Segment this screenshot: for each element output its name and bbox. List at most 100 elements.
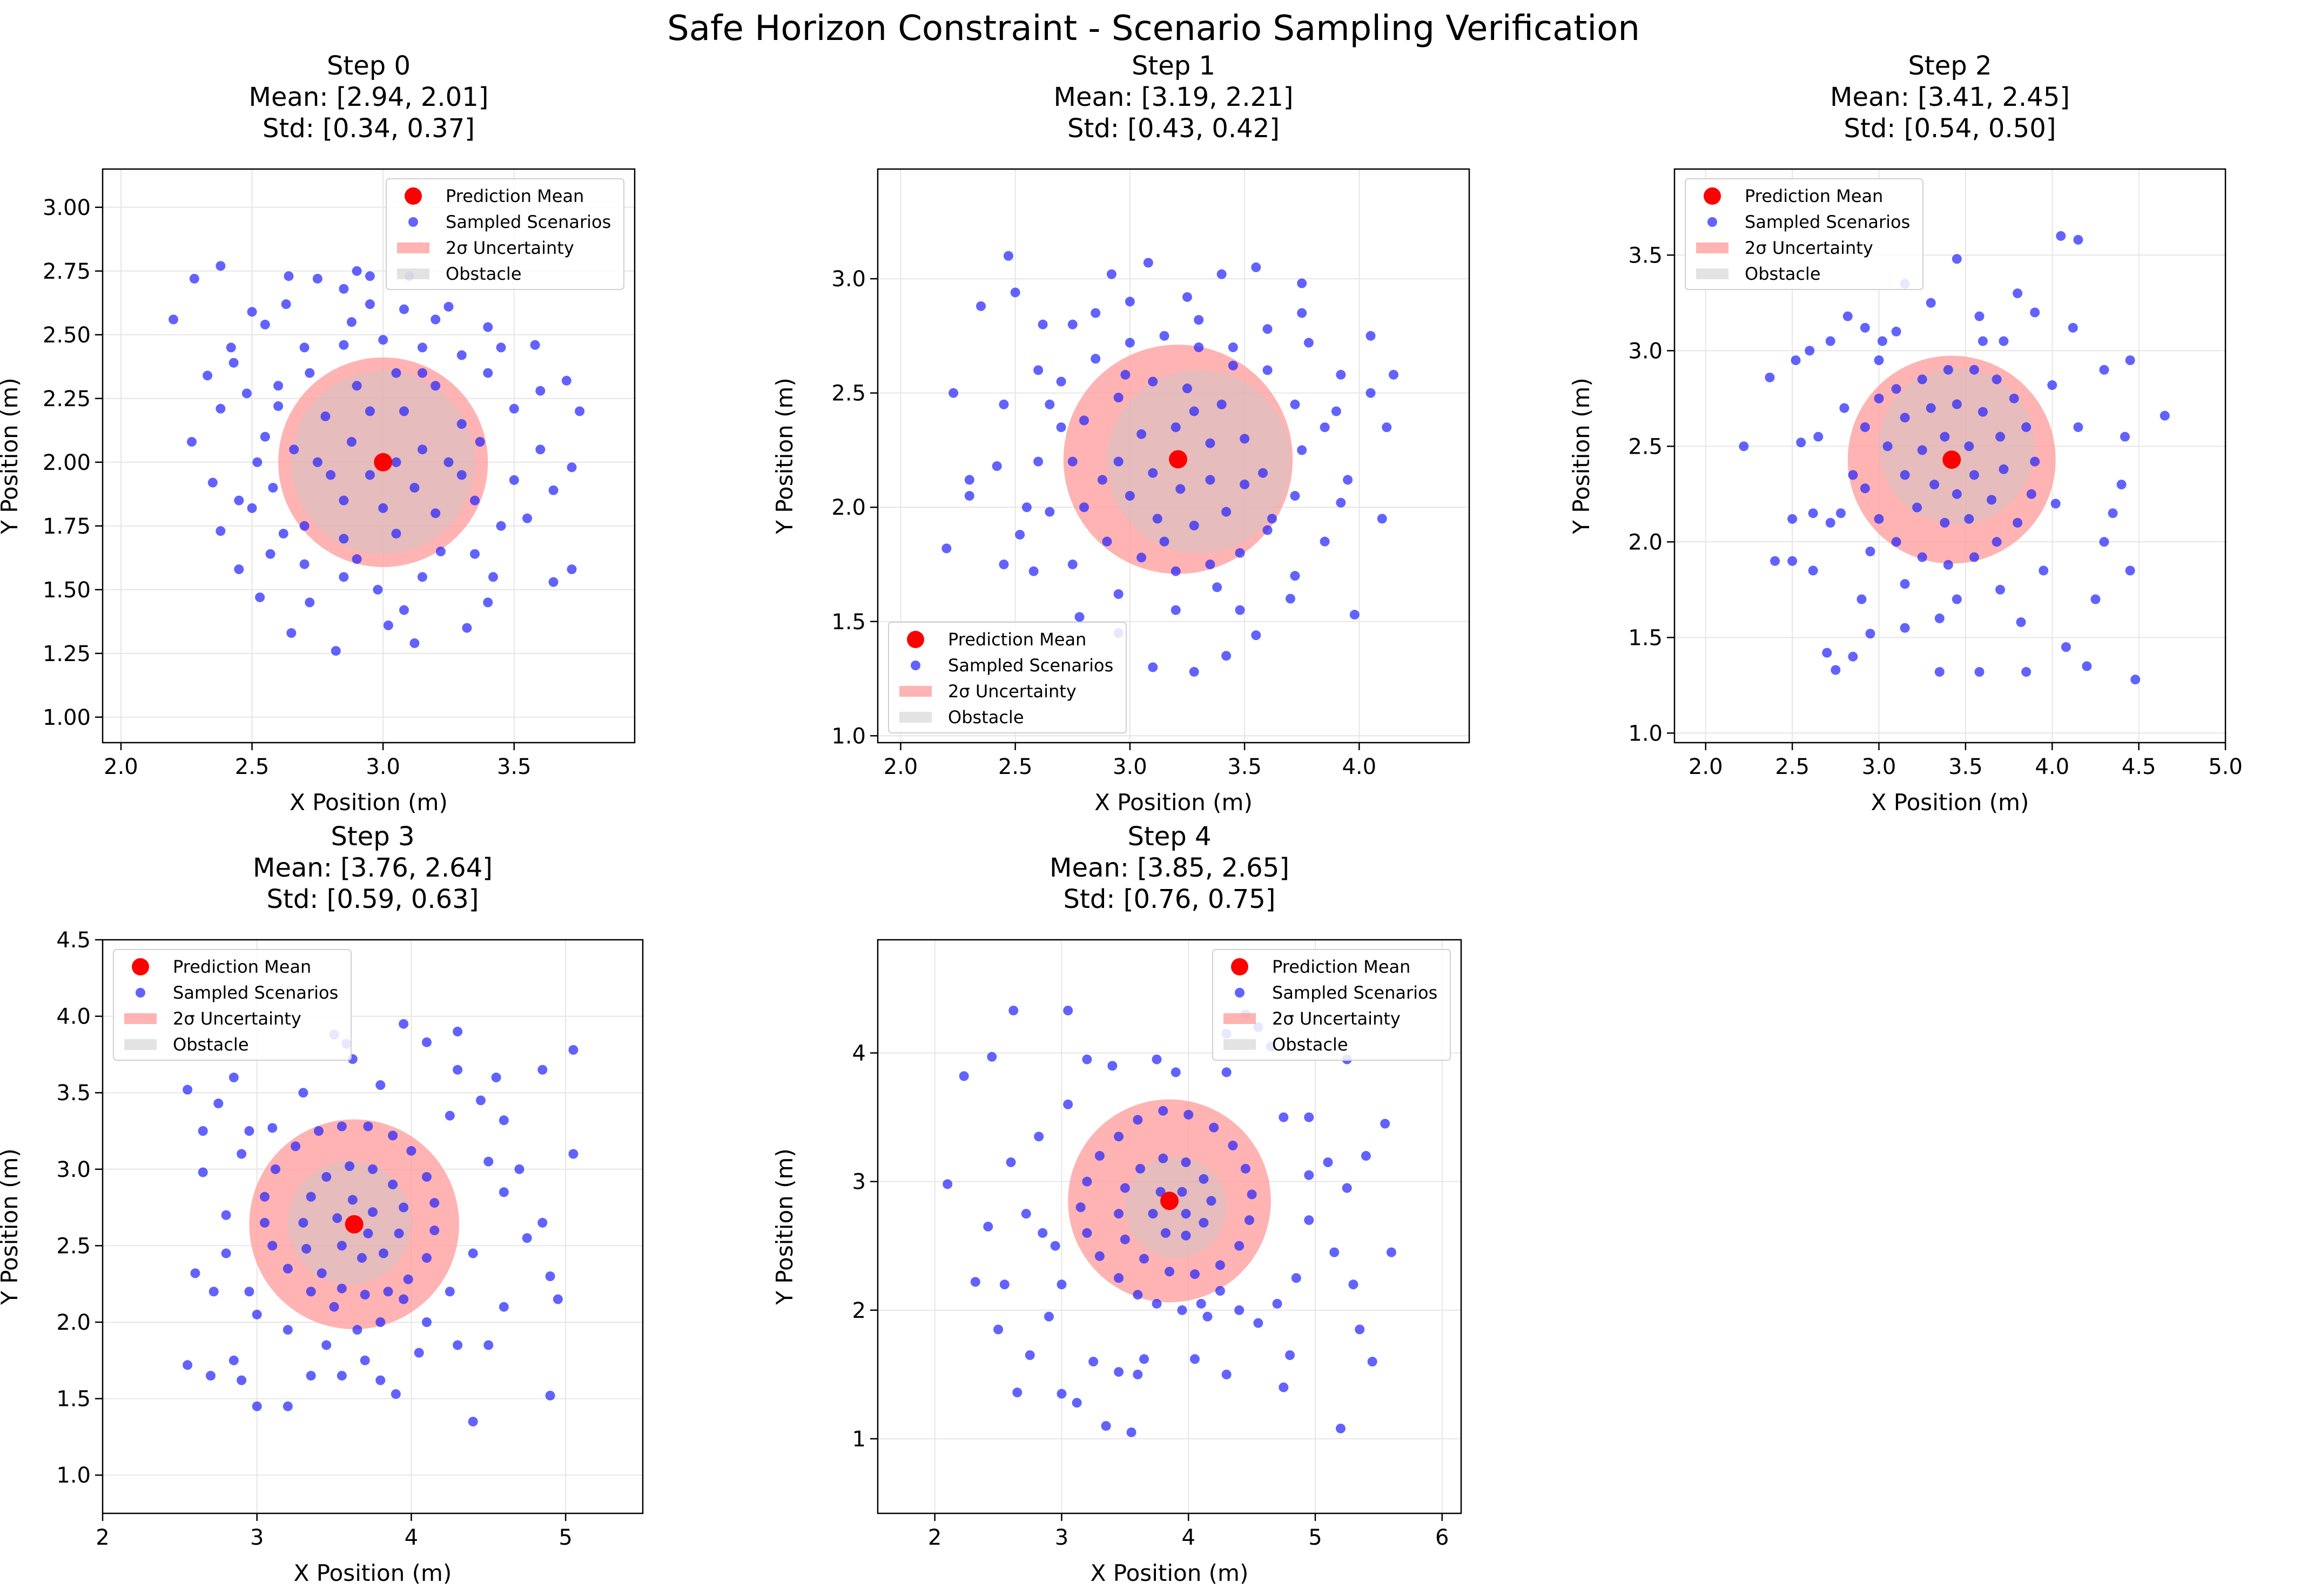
- sample-point: [462, 623, 472, 633]
- x-tick-label: 3.5: [1227, 755, 1262, 779]
- sample-point: [1348, 1280, 1358, 1290]
- subplot-title-line: Mean: [3.41, 2.45]: [1830, 82, 2070, 112]
- sample-point: [1974, 667, 1985, 677]
- sample-point: [1079, 415, 1089, 426]
- sample-point: [298, 1088, 308, 1098]
- sample-point: [1107, 1061, 1118, 1071]
- y-tick-label: 1.5: [1628, 625, 1663, 650]
- sample-point: [357, 1253, 367, 1263]
- sample-point: [1228, 1140, 1238, 1150]
- y-tick-label: 1.25: [43, 642, 91, 666]
- sample-point: [2009, 393, 2019, 403]
- sample-point: [1126, 1427, 1136, 1437]
- sample-point: [388, 1130, 398, 1141]
- sample-point: [1808, 508, 1818, 518]
- sample-point: [1155, 1187, 1166, 1197]
- sample-point: [339, 340, 349, 350]
- sample-point: [207, 477, 218, 488]
- sample-point: [1770, 556, 1780, 566]
- sample-point: [1135, 1163, 1145, 1174]
- sample-point: [1926, 298, 1936, 308]
- sample-point: [198, 1126, 208, 1136]
- sample-point: [1361, 1151, 1371, 1161]
- sample-point: [1189, 1269, 1200, 1280]
- sample-point: [1057, 1280, 1067, 1290]
- legend-mean-marker: [405, 187, 422, 205]
- sample-point: [189, 273, 199, 284]
- sample-point: [1120, 1234, 1130, 1244]
- sample-point: [337, 1371, 347, 1381]
- sample-point: [1377, 514, 1387, 524]
- legend-label-mean: Prediction Mean: [948, 629, 1086, 650]
- sample-point: [537, 1065, 548, 1075]
- axes-frame: [102, 168, 636, 744]
- sample-point: [183, 1085, 193, 1095]
- sample-point: [1240, 434, 1250, 444]
- sample-point: [414, 1348, 424, 1358]
- sample-point: [2130, 675, 2141, 685]
- sample-point: [999, 399, 1009, 409]
- legend-label-obstacle: Obstacle: [948, 707, 1024, 728]
- sample-point: [1943, 560, 1953, 570]
- legend-label-uncertainty: 2σ Uncertainty: [173, 1008, 301, 1029]
- x-axis-label: X Position (m): [290, 789, 448, 816]
- sample-point: [305, 368, 315, 378]
- sample-point: [329, 1302, 339, 1312]
- legend-uncertainty-patch: [1696, 243, 1728, 253]
- legend-label-obstacle: Obstacle: [446, 264, 522, 284]
- figure-title: Safe Horizon Constraint - Scenario Sampl…: [667, 9, 1640, 49]
- sample-point: [992, 461, 1002, 472]
- sample-point: [999, 559, 1009, 569]
- y-axis-label: Y Position (m): [0, 1148, 23, 1305]
- sample-point: [1088, 1357, 1099, 1367]
- sample-point: [522, 513, 533, 523]
- sample-point: [964, 475, 974, 485]
- sample-point: [1063, 1005, 1073, 1015]
- sample-point: [1136, 553, 1147, 563]
- sample-point: [1082, 1228, 1092, 1238]
- sample-point: [483, 368, 493, 378]
- sample-point: [553, 1294, 563, 1304]
- sample-point: [1113, 393, 1124, 403]
- sample-point: [443, 301, 454, 312]
- sample-point: [237, 1375, 247, 1385]
- sample-point: [496, 521, 506, 531]
- sample-point: [475, 437, 485, 447]
- sample-point: [1097, 475, 1107, 485]
- sample-point: [1974, 311, 1985, 321]
- sample-point: [1835, 508, 1846, 518]
- legend-label-uncertainty: 2σ Uncertainty: [1272, 1008, 1401, 1029]
- sample-point: [1739, 441, 1749, 452]
- sample-point: [453, 1026, 463, 1036]
- sample-point: [1355, 1324, 1365, 1335]
- sample-point: [331, 646, 341, 656]
- plot-area: [1739, 231, 2170, 685]
- sample-point: [1181, 1209, 1191, 1219]
- sample-point: [378, 503, 388, 513]
- subplot-title-line: Step 4: [1127, 821, 1211, 852]
- sample-point: [1940, 432, 1950, 442]
- sample-point: [1045, 399, 1055, 409]
- sample-point: [2021, 422, 2032, 432]
- sample-point: [1221, 1369, 1232, 1379]
- sample-point: [1038, 1228, 1048, 1238]
- sample-point: [987, 1052, 997, 1062]
- sample-point: [2068, 322, 2078, 333]
- y-tick-label: 3.0: [56, 1157, 91, 1182]
- sample-point: [2125, 565, 2135, 576]
- sample-point: [365, 470, 375, 480]
- sample-point: [247, 307, 257, 317]
- sample-point: [941, 543, 952, 554]
- sample-point: [190, 1268, 200, 1278]
- legend-label-uncertainty: 2σ Uncertainty: [1745, 238, 1873, 258]
- sample-point: [1992, 537, 2002, 547]
- sample-point: [1848, 651, 1858, 662]
- y-tick-label: 3.0: [831, 267, 866, 292]
- sample-point: [2073, 422, 2083, 432]
- sample-point: [339, 284, 349, 294]
- sample-point: [391, 368, 401, 378]
- x-axis-label: X Position (m): [1871, 789, 2029, 816]
- y-tick-label: 2.25: [43, 387, 91, 412]
- sample-point: [1839, 403, 1849, 413]
